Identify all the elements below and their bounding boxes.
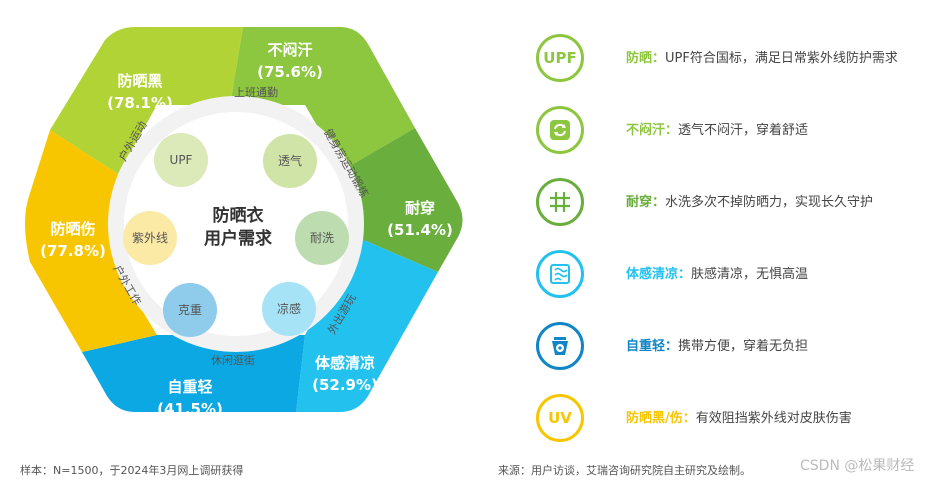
- segment-pct-light: (41.5%): [157, 400, 223, 418]
- legend-desc-uv: 有效阻挡紫外线对皮肤伤害: [695, 411, 852, 426]
- legend-desc-cool: 肤感清凉，无惧高温: [691, 267, 809, 282]
- inner-circle-washable: [295, 211, 349, 265]
- legend-text-light: 自重轻：携带方便，穿着无负担: [626, 335, 808, 354]
- inner-circle-uv: [123, 211, 177, 265]
- segment-label-cool: 体感清凉: [315, 354, 375, 372]
- legend-title-cool: 体感清凉：: [626, 267, 692, 282]
- scenario-shopping: 休闲逛街: [211, 353, 255, 367]
- upf-text-icon: UPF: [536, 34, 584, 82]
- inner-label-washable: 耐洗: [310, 231, 334, 245]
- inner-circle-breathable: [263, 134, 317, 188]
- footer-sample: 样本：N=1500，于2024年3月网上调研获得: [20, 464, 244, 477]
- legend-text-cool: 体感清凉：肤感清凉，无惧高温: [626, 263, 808, 282]
- uv-text-icon: UV: [536, 394, 584, 442]
- segment-shape-anti-burn: [25, 130, 157, 352]
- center-title-line2: 用户需求: [204, 228, 272, 249]
- fabric-icon: [536, 250, 584, 298]
- segment-shape-light: [82, 335, 305, 412]
- segment-label-anti-burn: 防晒伤: [50, 220, 95, 238]
- segment-pct-no-sweat: (75.6%): [257, 63, 323, 81]
- inner-circle-upf: [154, 133, 208, 187]
- legend-text-upf: 防晒：UPF符合国标，满足日常紫外线防护需求: [626, 47, 898, 66]
- watermark: CSDN @松果财经: [800, 458, 915, 474]
- segment-pct-cool: (52.9%): [312, 376, 378, 394]
- inner-label-upf: UPF: [170, 153, 193, 167]
- segment-label-light: 自重轻: [167, 378, 212, 396]
- segment-shape-no-sweat: [230, 27, 415, 170]
- grid-icon: [536, 178, 584, 226]
- legend-title-no-sweat: 不闷汗：: [626, 123, 679, 138]
- legend-item-durable: 耐穿：水洗多次不掉防晒力，实现长久守护: [536, 178, 936, 226]
- recycle-arrows-icon: [536, 106, 584, 154]
- legend-item-light: 自重轻：携带方便，穿着无负担: [536, 322, 936, 370]
- inner-label-weight: 克重: [178, 303, 202, 317]
- inner-label-uv: 紫外线: [132, 231, 168, 245]
- scale-icon: [536, 322, 584, 370]
- inner-label-cooling: 凉感: [277, 301, 301, 316]
- segment-label-durable: 耐穿: [405, 199, 435, 217]
- legend-text-no-sweat: 不闷汗：透气不闷汗，穿着舒适: [626, 119, 808, 138]
- legend-title-uv: 防晒黑/伤：: [626, 411, 696, 426]
- legend-desc-light: 携带方便，穿着无负担: [678, 339, 809, 354]
- legend-text-durable: 耐穿：水洗多次不掉防晒力，实现长久守护: [626, 191, 873, 210]
- inner-label-breathable: 透气: [278, 153, 302, 168]
- legend-item-upf: UPF 防晒：UPF符合国标，满足日常紫外线防护需求: [536, 34, 936, 82]
- inner-circle-weight: [163, 283, 217, 337]
- segment-pct-durable: (51.4%): [387, 221, 453, 239]
- segment-pct-anti-tan: (78.1%): [107, 94, 173, 112]
- legend-title-light: 自重轻：: [626, 339, 679, 354]
- legend-item-no-sweat: 不闷汗：透气不闷汗，穿着舒适: [536, 106, 936, 154]
- legend-desc-upf: UPF符合国标，满足日常紫外线防护需求: [665, 51, 898, 66]
- segment-shape-durable: [343, 128, 463, 272]
- legend-item-uv: UV 防晒黑/伤：有效阻挡紫外线对皮肤伤害: [536, 394, 936, 442]
- footer-source: 来源：用户访谈，艾瑞咨询研究院自主研究及绘制。: [498, 464, 751, 477]
- segment-label-anti-tan: 防晒黑: [117, 72, 162, 90]
- segment-pct-anti-burn: (77.8%): [40, 242, 106, 260]
- legend-desc-durable: 水洗多次不掉防晒力，实现长久守护: [665, 195, 874, 210]
- segment-label-no-sweat: 不闷汗: [267, 41, 312, 59]
- segment-shape-anti-tan: [50, 27, 243, 174]
- center-title-line1: 防晒衣: [213, 205, 264, 226]
- legend-title-durable: 耐穿：: [626, 195, 666, 210]
- legend-item-cool: 体感清凉：肤感清凉，无惧高温: [536, 250, 936, 298]
- scenario-commute: 上班通勤: [234, 86, 278, 99]
- legend-text-uv: 防晒黑/伤：有效阻挡紫外线对皮肤伤害: [626, 407, 852, 426]
- legend-title-upf: 防晒：: [626, 51, 666, 66]
- legend-desc-no-sweat: 透气不闷汗，穿着舒适: [678, 123, 809, 138]
- inner-circle-cooling: [262, 282, 316, 336]
- segment-shape-cool: [296, 238, 438, 412]
